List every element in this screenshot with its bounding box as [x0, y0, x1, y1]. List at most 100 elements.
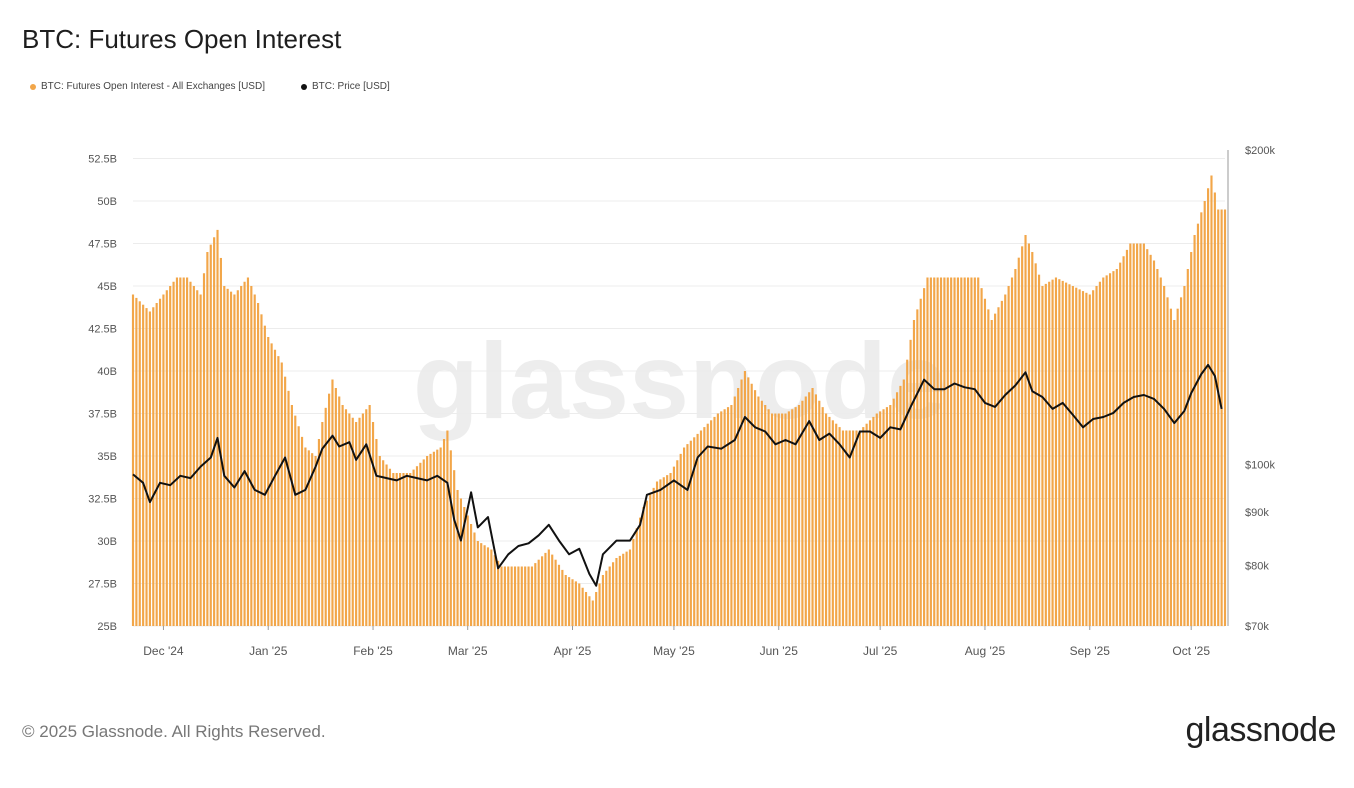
oi-bar: [189, 281, 192, 626]
oi-bar: [405, 473, 408, 626]
legend-item-price[interactable]: BTC: Price [USD]: [300, 81, 390, 92]
oi-bar: [855, 430, 858, 626]
oi-bar: [402, 473, 405, 626]
oi-bar: [1075, 287, 1078, 626]
oi-bar: [287, 390, 290, 626]
oi-bar: [737, 388, 740, 626]
oi-bar: [476, 541, 479, 626]
oi-bar: [977, 277, 980, 626]
oi-bar: [557, 564, 561, 626]
oi-bar: [882, 409, 885, 626]
oi-bar: [375, 439, 378, 626]
oi-bar: [787, 411, 790, 626]
oi-bar: [267, 337, 270, 626]
oi-bar: [912, 320, 916, 626]
oi-bar: [835, 423, 838, 626]
oi-bar: [385, 464, 388, 626]
x-tick-label: Feb '25: [353, 644, 393, 658]
oi-bar: [165, 290, 168, 626]
oi-bar: [814, 394, 818, 626]
oi-bar: [1010, 277, 1014, 626]
oi-bar: [943, 277, 946, 626]
oi-bar: [1149, 254, 1152, 627]
oi-bar: [317, 439, 321, 626]
oi-bar: [524, 566, 527, 626]
oi-bar: [480, 543, 483, 626]
oi-bar: [1142, 243, 1145, 626]
legend-swatch-price: [300, 83, 307, 90]
oi-bar: [466, 515, 469, 626]
oi-bar: [953, 277, 956, 626]
oi-bar: [595, 592, 598, 626]
oi-bar: [879, 411, 882, 626]
oi-bar: [534, 563, 537, 626]
oi-bar: [368, 405, 371, 626]
oi-bar: [635, 528, 638, 626]
oi-bar: [716, 413, 719, 626]
oi-bar: [956, 277, 959, 626]
oi-bar: [1088, 294, 1091, 626]
oi-bar: [828, 416, 831, 626]
oi-bar: [1037, 274, 1041, 626]
oi-bar: [243, 281, 246, 626]
oi-bar: [1061, 280, 1064, 626]
oi-bar: [571, 579, 574, 626]
oi-bar: [1031, 252, 1034, 626]
oi-bar: [1186, 269, 1189, 626]
x-tick-label: Dec '24: [143, 644, 184, 658]
oi-bar: [919, 298, 922, 626]
oi-bar: [794, 407, 797, 626]
y-right-tick-label: $80k: [1245, 560, 1269, 572]
oi-bar: [1112, 271, 1115, 626]
oi-bar: [236, 290, 239, 626]
oi-bar: [1193, 235, 1196, 626]
oi-bar: [970, 277, 973, 626]
oi-bar: [307, 450, 310, 626]
oi-bar: [591, 600, 594, 626]
legend-item-open-interest[interactable]: BTC: Futures Open Interest - All Exchang…: [30, 81, 265, 92]
y-right-tick-label: $90k: [1245, 507, 1269, 519]
oi-bar: [720, 411, 723, 626]
oi-bar: [365, 409, 368, 626]
oi-bar: [179, 277, 182, 626]
legend: BTC: Futures Open Interest - All Exchang…: [30, 81, 390, 92]
oi-bar: [1044, 283, 1047, 626]
oi-bar: [852, 430, 855, 626]
oi-bar: [300, 436, 304, 626]
oi-bar: [950, 277, 953, 626]
oi-bar: [1004, 294, 1007, 626]
oi-bar: [784, 413, 787, 626]
oi-bar: [561, 569, 564, 626]
watermark: glassnode: [413, 320, 947, 441]
oi-bar: [497, 560, 500, 626]
oi-bar: [1166, 297, 1169, 626]
y-left-tick-label: 35B: [97, 451, 117, 463]
oi-bar: [601, 575, 605, 626]
oi-bar: [747, 377, 750, 626]
oi-bar: [277, 356, 280, 626]
oi-bar: [229, 291, 233, 626]
price-line: [132, 363, 1223, 587]
y-left-tick-label: 30B: [97, 536, 117, 548]
oi-bar: [679, 453, 682, 626]
oi-bar: [1102, 277, 1105, 626]
oi-bar: [388, 468, 392, 626]
oi-bar: [162, 294, 165, 626]
oi-bar: [493, 555, 496, 626]
copyright-text: © 2025 Glassnode. All Rights Reserved.: [22, 722, 326, 741]
oi-bar: [1081, 291, 1085, 626]
oi-bar: [821, 407, 824, 626]
x-tick-label: Mar '25: [448, 644, 488, 658]
oi-bar: [733, 396, 736, 626]
oi-bar: [473, 532, 476, 626]
oi-bar: [923, 288, 926, 626]
oi-bar: [152, 307, 155, 626]
oi-bar: [598, 583, 601, 626]
oi-bar: [1058, 279, 1061, 626]
oi-bar: [392, 473, 395, 626]
oi-bar: [929, 277, 932, 626]
oi-bar: [351, 417, 354, 626]
oi-bar: [767, 409, 770, 626]
oi-bar: [960, 277, 963, 626]
